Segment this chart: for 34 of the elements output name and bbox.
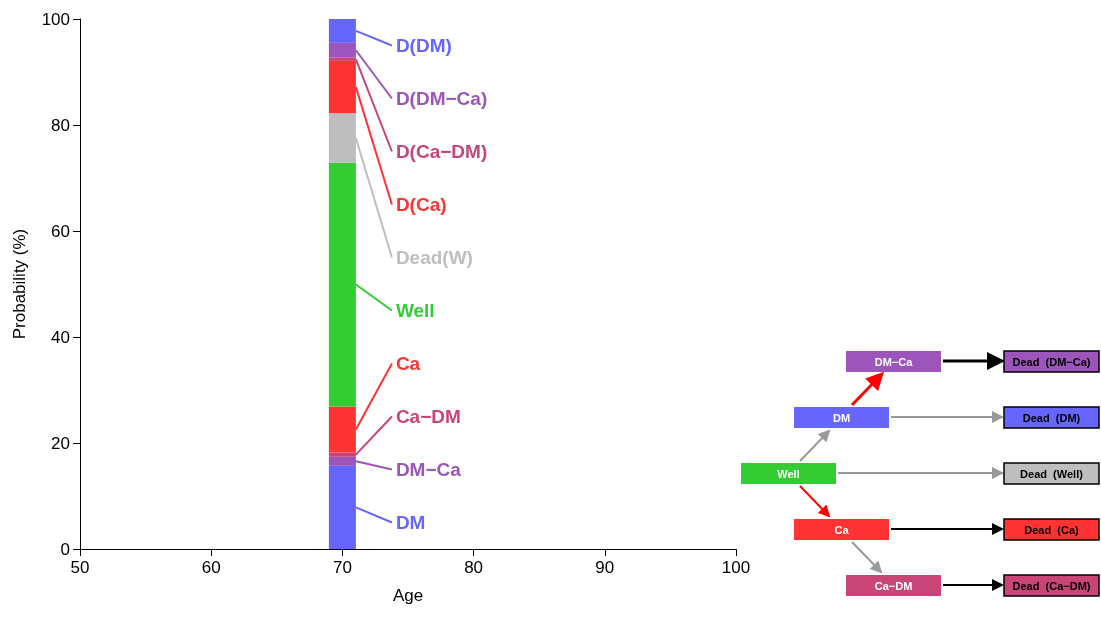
text: D(Ca−DM) — [395, 141, 488, 162]
x-tick-label: 90 — [595, 558, 615, 577]
y-axis-title: Probability (%) — [10, 228, 29, 340]
x-tick-label: 60 — [201, 558, 221, 577]
x-tick-label: 50 — [70, 558, 90, 577]
legend-label: DM−Ca — [395, 459, 462, 480]
text: DM — [832, 411, 851, 424]
text: Ca−DM — [874, 579, 913, 592]
legend-label: Well — [395, 300, 435, 321]
text: Well — [777, 467, 800, 480]
y-tick-label: 40 — [51, 327, 70, 347]
text: D(Ca) — [395, 194, 447, 215]
x-tick-label: 70 — [332, 558, 352, 577]
text: Dead (DM) — [1022, 411, 1081, 424]
legend-label: DM — [395, 512, 426, 533]
y-tick-label: 80 — [51, 115, 70, 135]
text: Ca−DM — [395, 406, 461, 427]
text: D(DM−Ca) — [395, 88, 488, 109]
text: Ca — [834, 523, 850, 536]
y-tick-label: 100 — [41, 9, 70, 29]
text: Dead(W) — [395, 247, 473, 268]
y-tick-label: 20 — [51, 433, 70, 453]
x-axis-title: Age — [392, 586, 424, 605]
text: Dead (Ca−DM) — [1012, 579, 1091, 592]
y-tick-label: 60 — [51, 221, 70, 241]
text: Ca — [395, 353, 421, 374]
y-tick-label: 0 — [60, 539, 70, 559]
text: Dead (Ca) — [1024, 523, 1080, 536]
text: Dead (DM−Ca) — [1012, 355, 1091, 368]
x-tick-label: 100 — [721, 558, 751, 577]
text: Dead (Well) — [1020, 467, 1084, 480]
x-tick-label: 80 — [464, 558, 484, 577]
legend-label: D(DM) — [395, 35, 452, 56]
text: DM−Ca — [874, 355, 914, 368]
